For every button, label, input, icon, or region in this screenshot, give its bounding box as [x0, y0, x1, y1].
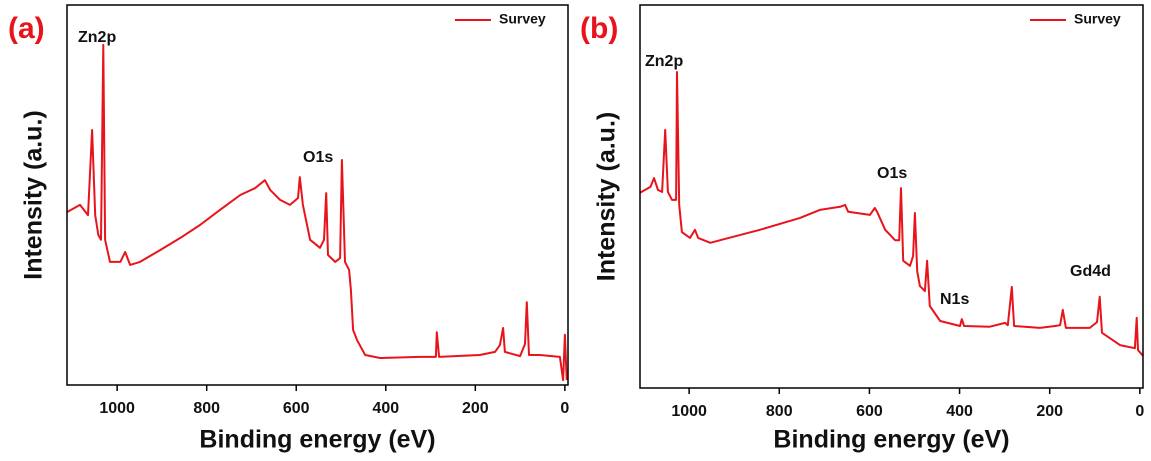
- peak-label: Zn2p: [78, 29, 116, 46]
- peak-label: Zn2p: [645, 53, 683, 70]
- plot-frame: [639, 4, 1144, 389]
- x-tick-label: 0: [560, 400, 569, 417]
- y-axis-label: Intensity (a.u.): [20, 110, 48, 279]
- x-tick-label: 400: [372, 400, 399, 417]
- x-tick-label: 800: [766, 403, 793, 420]
- legend-label: Survey: [1074, 11, 1121, 27]
- x-tick-label: 1000: [99, 400, 135, 417]
- peak-label: Gd4d: [1070, 263, 1111, 280]
- x-axis-label: Binding energy (eV): [199, 426, 435, 454]
- peak-label: N1s: [940, 291, 969, 308]
- x-tick-label: 600: [856, 403, 883, 420]
- spectrum-line: [639, 71, 1144, 357]
- x-tick-label: 1000: [671, 403, 707, 420]
- legend-label: Survey: [499, 11, 546, 27]
- peak-label: O1s: [877, 165, 907, 182]
- x-axis-label: Binding energy (eV): [773, 426, 1009, 454]
- x-tick-label: 400: [946, 403, 973, 420]
- x-tick-label: 0: [1135, 403, 1144, 420]
- panel-label: (a): [8, 12, 45, 45]
- peak-label: O1s: [303, 149, 333, 166]
- plot-frame: [66, 4, 569, 386]
- spectrum-line: [66, 43, 568, 382]
- x-tick-label: 800: [193, 400, 220, 417]
- y-axis-label: Intensity (a.u.): [593, 112, 621, 281]
- x-tick-label: 600: [283, 400, 310, 417]
- x-tick-label: 200: [1036, 403, 1063, 420]
- panel-label: (b): [580, 12, 618, 45]
- x-tick-label: 200: [462, 400, 489, 417]
